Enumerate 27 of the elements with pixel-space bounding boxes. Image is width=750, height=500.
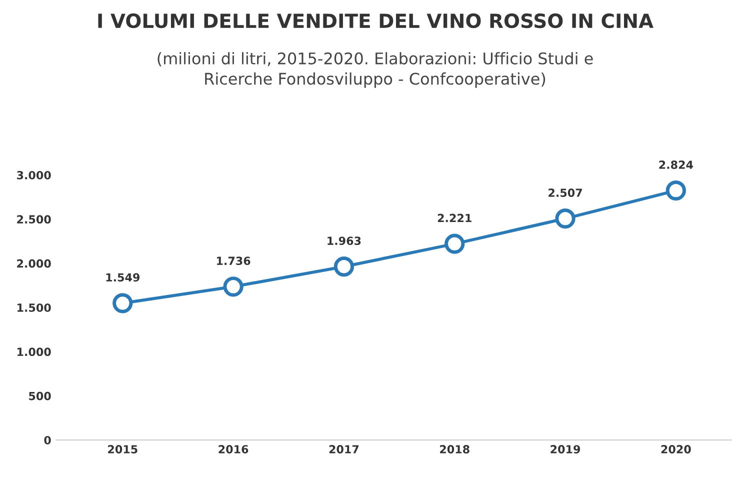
data-label: 2.221 [438,214,472,222]
y-tick-label: 0 [44,436,51,444]
data-label: 2.824 [659,160,693,169]
y-tick-label: 500 [29,392,51,400]
point [666,180,686,201]
data-label: 1.963 [328,236,361,246]
chart-title: I VOLUMI DELLE VENDITE DEL VINO ROSSO IN CINA [98,13,654,28]
y-tick-label: 2.500 [17,215,51,224]
y-tick-label: 1.000 [18,348,51,356]
data-label: 1.549 [106,273,140,282]
x-tick-label: 2016 [218,445,248,454]
chart-subtitle: (milioni di litri, 2015-2020. Elaborazioni: Ufficio Studi e Ricerche Fondosviluppo - Confcooperative) [158,52,593,88]
y-tick-label: 2.000 [17,259,51,268]
point [334,256,354,277]
x-tick-label: 2020 [661,445,691,454]
point [112,293,133,314]
y-tick-label: 1.500 [18,303,51,312]
x-tick-label: 2019 [550,445,580,454]
x-tick-label: 2018 [440,445,470,454]
point [223,276,244,297]
data-label: 1.736 [216,256,250,266]
y-tick-label: 3.000 [16,170,51,180]
point [555,208,576,229]
point [444,234,465,254]
x-tick-label: 2017 [329,445,359,454]
data-label: 2.507 [548,188,582,197]
x-tick-label: 2015 [108,445,138,454]
